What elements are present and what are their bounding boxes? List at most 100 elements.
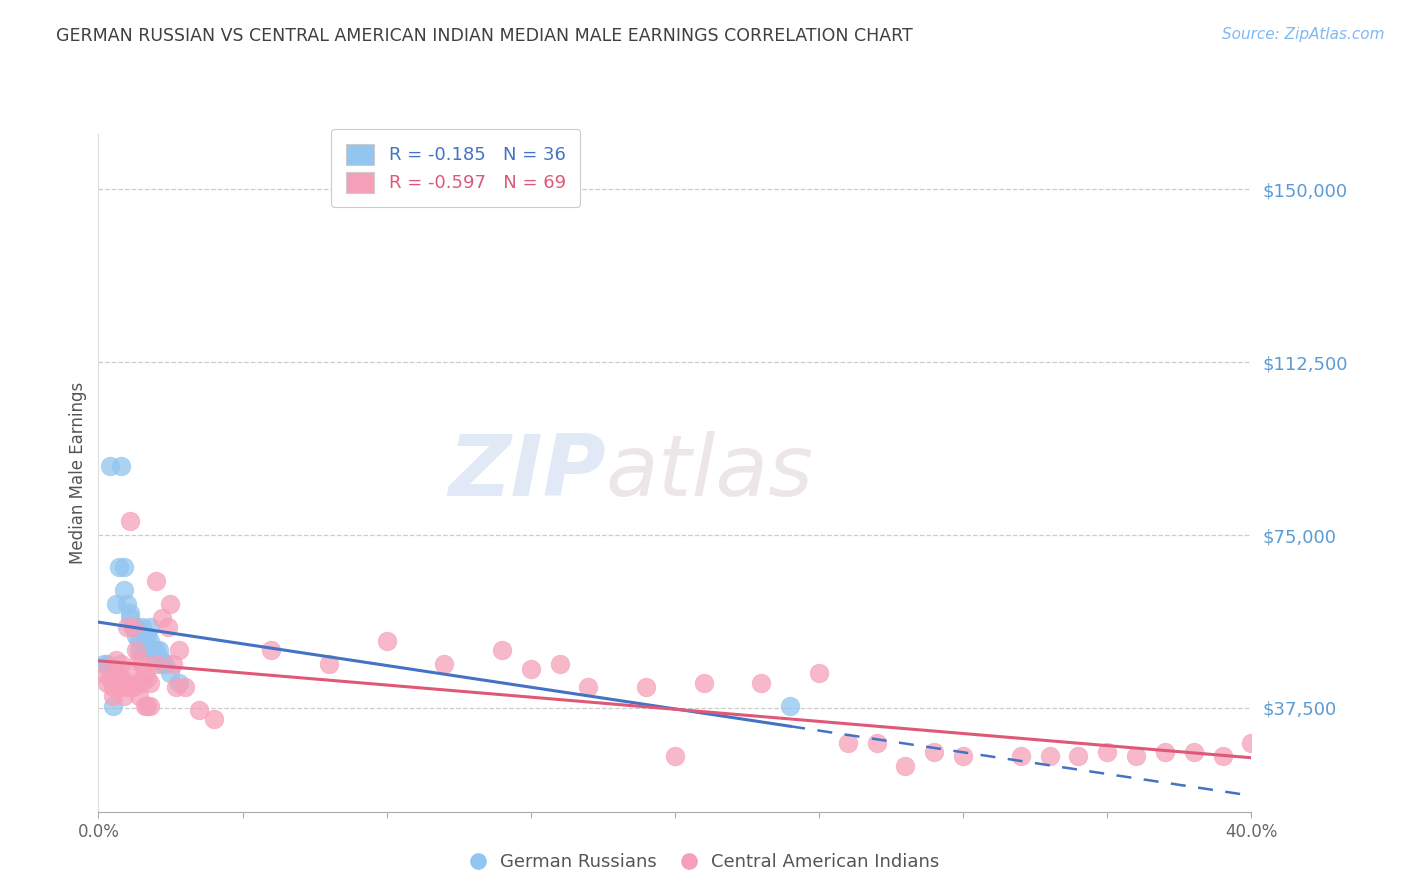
Point: [1182, 745, 1205, 759]
Legend: R = -0.185   N = 36, R = -0.597   N = 69: R = -0.185 N = 36, R = -0.597 N = 69: [332, 129, 581, 207]
Point: [167, 643, 190, 657]
Point: [866, 735, 889, 749]
Text: atlas: atlas: [606, 431, 814, 515]
Point: [145, 574, 167, 588]
Point: [167, 675, 190, 690]
Point: [128, 652, 150, 666]
Point: [128, 643, 150, 657]
Point: [150, 611, 173, 625]
Point: [636, 680, 658, 694]
Point: [165, 680, 187, 694]
Point: [101, 698, 124, 713]
Point: [104, 666, 127, 681]
Point: [202, 713, 225, 727]
Point: [93, 666, 115, 681]
Point: [188, 703, 211, 717]
Point: [98, 671, 121, 685]
Point: [134, 630, 156, 644]
Point: [1097, 745, 1119, 759]
Legend: German Russians, Central American Indians: German Russians, Central American Indian…: [460, 847, 946, 879]
Point: [134, 698, 156, 713]
Point: [153, 657, 176, 672]
Point: [491, 643, 513, 657]
Point: [131, 675, 153, 690]
Point: [150, 652, 173, 666]
Point: [125, 630, 148, 644]
Point: [159, 666, 181, 681]
Point: [260, 643, 283, 657]
Point: [162, 657, 184, 672]
Point: [122, 620, 145, 634]
Point: [128, 690, 150, 704]
Point: [148, 643, 170, 657]
Point: [136, 643, 159, 657]
Point: [125, 643, 148, 657]
Point: [1153, 745, 1175, 759]
Point: [122, 680, 145, 694]
Point: [131, 620, 153, 634]
Text: Source: ZipAtlas.com: Source: ZipAtlas.com: [1222, 27, 1385, 42]
Point: [112, 583, 135, 598]
Point: [578, 680, 600, 694]
Point: [159, 597, 181, 611]
Point: [894, 758, 917, 772]
Point: [318, 657, 340, 672]
Point: [125, 675, 148, 690]
Point: [139, 634, 162, 648]
Point: [120, 666, 142, 681]
Point: [145, 652, 167, 666]
Point: [139, 620, 162, 634]
Point: [112, 560, 135, 574]
Point: [136, 671, 159, 685]
Point: [117, 680, 138, 694]
Point: [142, 643, 165, 657]
Text: GERMAN RUSSIAN VS CENTRAL AMERICAN INDIAN MEDIAN MALE EARNINGS CORRELATION CHART: GERMAN RUSSIAN VS CENTRAL AMERICAN INDIA…: [56, 27, 912, 45]
Point: [145, 643, 167, 657]
Point: [117, 597, 138, 611]
Point: [1038, 749, 1062, 764]
Point: [136, 630, 159, 644]
Point: [120, 514, 142, 528]
Point: [110, 458, 132, 473]
Point: [122, 620, 145, 634]
Point: [110, 657, 132, 672]
Point: [112, 690, 135, 704]
Point: [693, 675, 716, 690]
Point: [1125, 749, 1147, 764]
Point: [110, 671, 132, 685]
Point: [664, 749, 686, 764]
Point: [952, 749, 974, 764]
Point: [174, 680, 197, 694]
Point: [751, 675, 773, 690]
Point: [134, 666, 156, 681]
Point: [125, 620, 148, 634]
Point: [375, 634, 398, 648]
Point: [1240, 735, 1263, 749]
Point: [1067, 749, 1090, 764]
Point: [112, 675, 135, 690]
Point: [104, 597, 127, 611]
Point: [131, 643, 153, 657]
Point: [520, 662, 543, 676]
Point: [117, 620, 138, 634]
Point: [134, 639, 156, 653]
Point: [156, 620, 179, 634]
Point: [837, 735, 859, 749]
Point: [779, 698, 801, 713]
Point: [98, 458, 121, 473]
Point: [120, 611, 142, 625]
Point: [96, 675, 118, 690]
Point: [1010, 749, 1032, 764]
Point: [107, 560, 129, 574]
Point: [145, 657, 167, 672]
Point: [122, 620, 145, 634]
Point: [131, 657, 153, 672]
Point: [107, 671, 129, 685]
Point: [120, 607, 142, 621]
Point: [136, 698, 159, 713]
Point: [1212, 749, 1234, 764]
Point: [548, 657, 571, 672]
Point: [101, 690, 124, 704]
Point: [807, 666, 830, 681]
Point: [139, 675, 162, 690]
